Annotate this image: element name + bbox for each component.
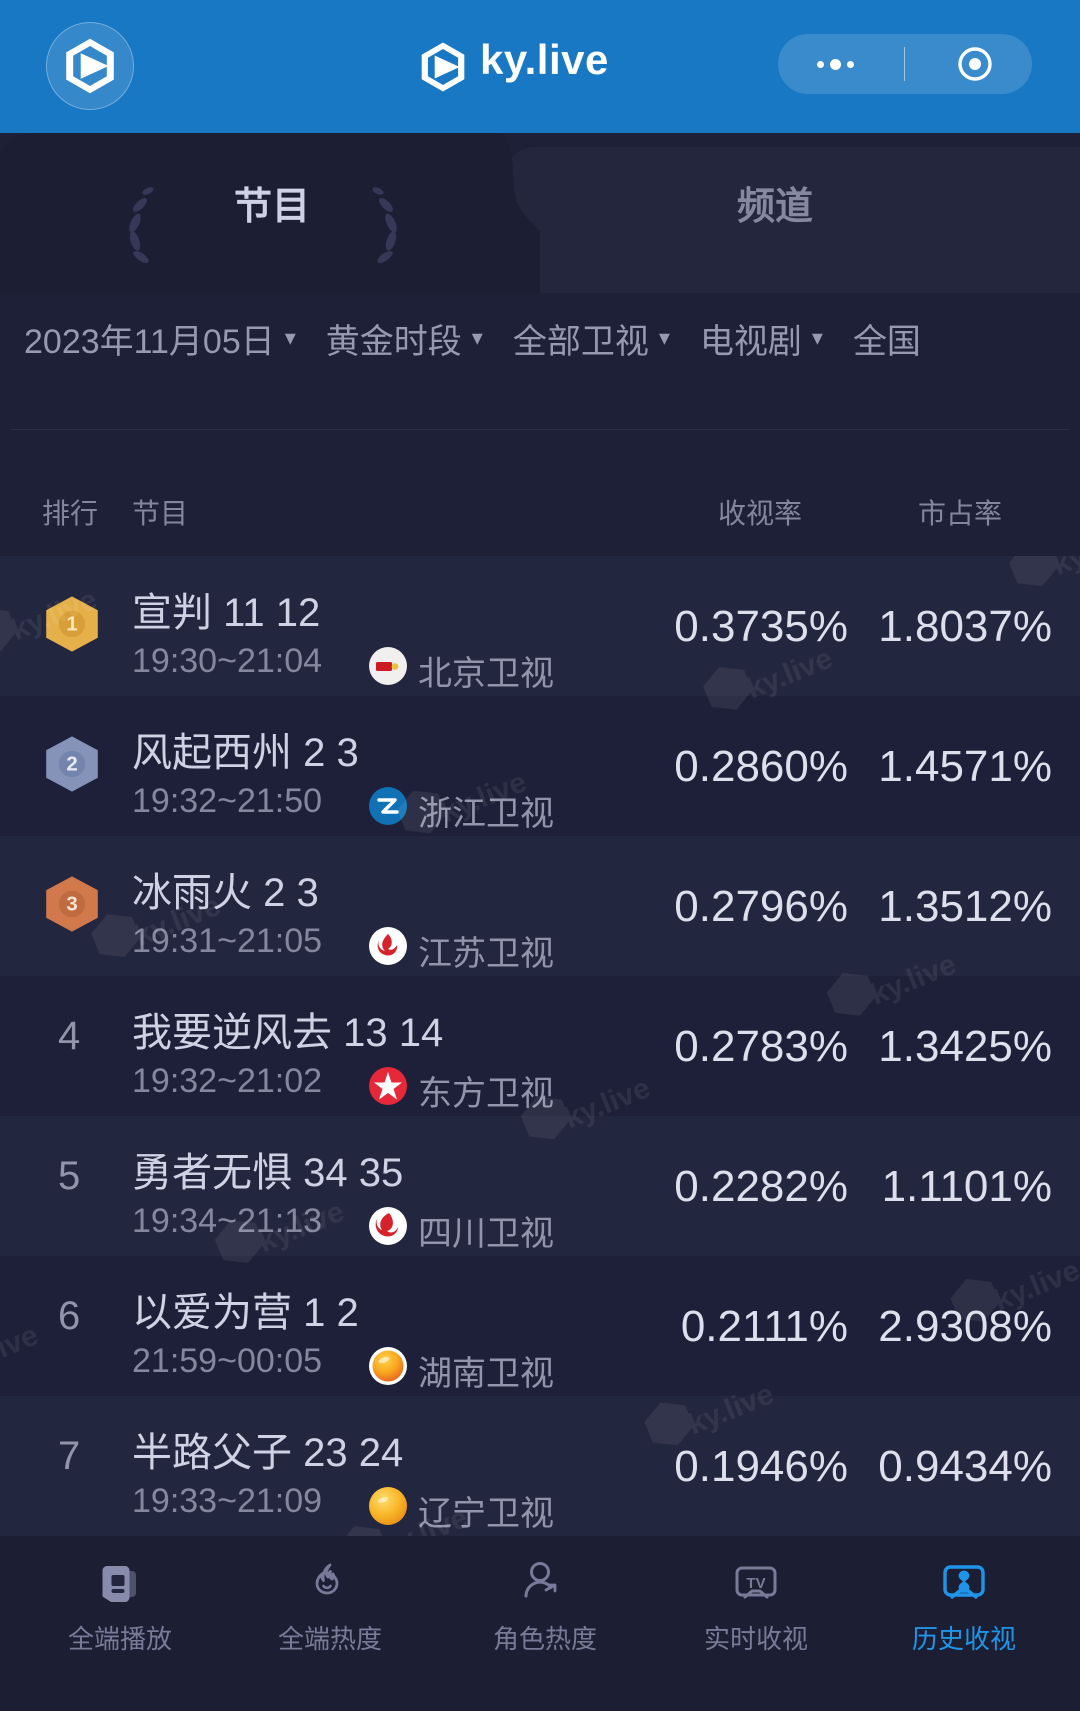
svg-text:2: 2 [66, 754, 77, 776]
svg-text:3: 3 [66, 894, 77, 916]
svg-text:1: 1 [66, 614, 77, 636]
svg-text:TV: TV [746, 1575, 765, 1592]
